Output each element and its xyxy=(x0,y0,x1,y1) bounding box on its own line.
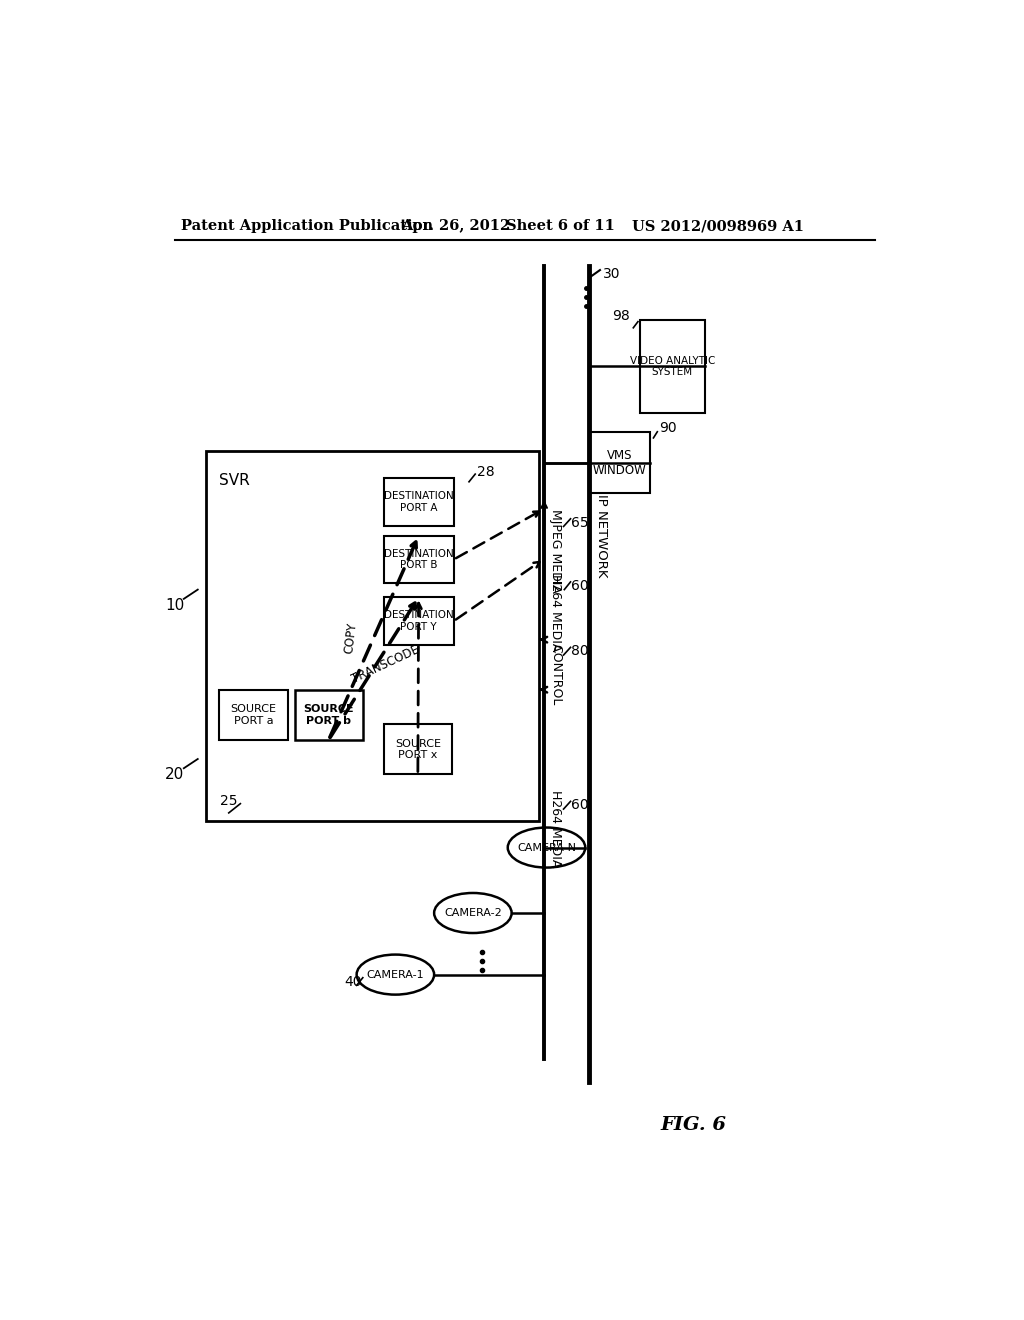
Text: 28: 28 xyxy=(477,465,495,479)
Text: VIDEO ANALYTIC
SYSTEM: VIDEO ANALYTIC SYSTEM xyxy=(630,355,715,378)
Text: CONTROL: CONTROL xyxy=(549,644,562,705)
Text: DESTINATION
PORT Y: DESTINATION PORT Y xyxy=(384,610,454,632)
Text: Apr. 26, 2012: Apr. 26, 2012 xyxy=(401,219,511,234)
Text: 65: 65 xyxy=(571,516,589,529)
Text: DESTINATION
PORT A: DESTINATION PORT A xyxy=(384,491,454,512)
Text: CAMERA-1: CAMERA-1 xyxy=(367,970,424,979)
Text: H264 MEDIA: H264 MEDIA xyxy=(549,574,562,651)
Text: SOURCE
PORT b: SOURCE PORT b xyxy=(303,704,354,726)
Text: COPY: COPY xyxy=(342,622,358,655)
Text: US 2012/0098969 A1: US 2012/0098969 A1 xyxy=(632,219,804,234)
Text: 80: 80 xyxy=(571,644,589,659)
Text: 90: 90 xyxy=(658,421,677,434)
Text: MJPEG MEDIA: MJPEG MEDIA xyxy=(549,510,562,593)
Text: SOURCE
PORT a: SOURCE PORT a xyxy=(230,704,276,726)
Text: 30: 30 xyxy=(603,267,621,281)
Bar xyxy=(384,725,452,775)
Text: Patent Application Publication: Patent Application Publication xyxy=(180,219,433,234)
Text: 20: 20 xyxy=(165,767,184,781)
Text: CAMERA-N: CAMERA-N xyxy=(517,842,575,853)
Text: CAMERA-2: CAMERA-2 xyxy=(444,908,502,917)
Bar xyxy=(219,689,288,739)
Text: H264 MEDIA: H264 MEDIA xyxy=(549,789,562,867)
Text: 25: 25 xyxy=(220,795,238,808)
Text: 60: 60 xyxy=(571,578,589,593)
Text: 10: 10 xyxy=(165,598,184,612)
Text: IP NETWORK: IP NETWORK xyxy=(595,494,608,577)
Bar xyxy=(589,432,649,494)
Bar xyxy=(384,478,454,525)
Text: VMS
WINDOW: VMS WINDOW xyxy=(593,449,646,477)
Text: DESTINATION
PORT B: DESTINATION PORT B xyxy=(384,549,454,570)
Bar xyxy=(295,689,362,739)
Text: SOURCE
PORT x: SOURCE PORT x xyxy=(395,739,441,760)
Text: 60: 60 xyxy=(571,799,589,812)
Text: Sheet 6 of 11: Sheet 6 of 11 xyxy=(506,219,615,234)
Text: TRANSCODE: TRANSCODE xyxy=(349,643,421,686)
Text: SVR: SVR xyxy=(219,473,250,487)
Bar xyxy=(384,597,454,645)
Text: 40: 40 xyxy=(344,975,361,989)
Bar xyxy=(640,321,706,412)
Bar xyxy=(384,536,454,583)
Bar xyxy=(206,451,539,821)
Text: FIG. 6: FIG. 6 xyxy=(660,1115,727,1134)
Text: 98: 98 xyxy=(612,309,630,323)
